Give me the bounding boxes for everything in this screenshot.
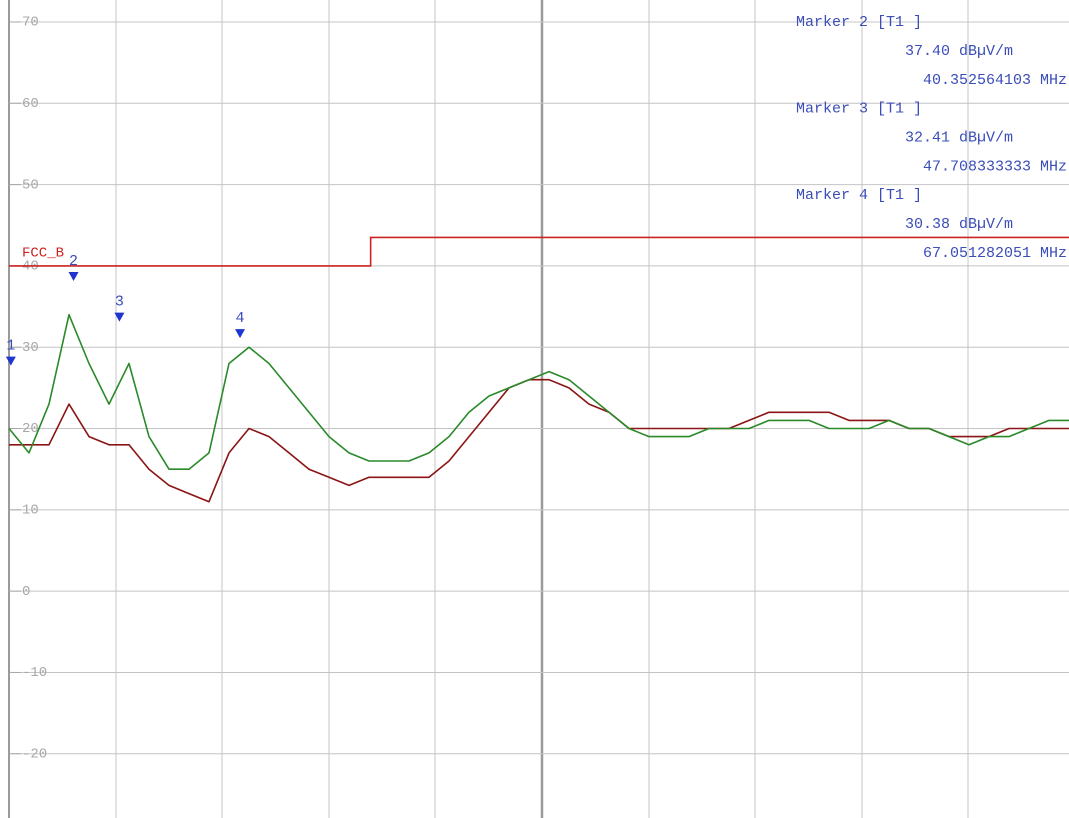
marker-title: Marker 4 [T1 ] <box>796 187 922 204</box>
y-tick-label: 20 <box>22 421 39 437</box>
trace <box>8 313 1069 470</box>
marker-value: 32.41 dBµV/m <box>905 129 1013 146</box>
y-tick-label: 70 <box>22 15 39 31</box>
y-tick-label: 50 <box>22 177 39 193</box>
marker-title: Marker 3 [T1 ] <box>796 100 922 117</box>
y-tick-label: -20 <box>22 746 47 762</box>
vertical-grid <box>115 0 969 818</box>
y-tick-label: 10 <box>22 503 39 519</box>
marker-triangle <box>5 356 16 366</box>
marker-triangle <box>235 329 246 339</box>
marker-number: 1 <box>6 338 15 355</box>
y-tick-label: 0 <box>22 584 30 600</box>
marker-triangle <box>68 272 79 282</box>
marker-title: Marker 2 [T1 ] <box>796 14 922 31</box>
marker-value: 30.38 dBµV/m <box>905 216 1013 233</box>
marker-number: 2 <box>69 253 78 270</box>
marker-triangle <box>114 312 125 322</box>
marker-number: 3 <box>115 294 124 311</box>
marker-number: 4 <box>236 310 245 327</box>
marker-frequency: 67.051282051 MHz <box>923 245 1067 262</box>
limit-line <box>9 236 1069 267</box>
y-tick-label: -10 <box>22 665 47 681</box>
marker-frequency: 40.352564103 MHz <box>923 72 1067 89</box>
marker-value: 37.40 dBµV/m <box>905 43 1013 60</box>
y-tick-label: 30 <box>22 340 39 356</box>
limit-line-label: FCC_B <box>22 246 64 262</box>
marker-frequency: 47.708333333 MHz <box>923 158 1067 175</box>
y-tick-label: 60 <box>22 96 39 112</box>
